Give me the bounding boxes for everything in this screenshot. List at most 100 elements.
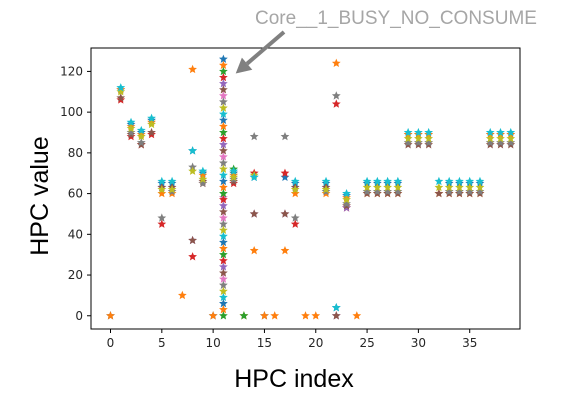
x-tick-label: 5 — [158, 336, 166, 350]
x-tick-label: 20 — [308, 336, 323, 350]
data-point — [219, 219, 228, 228]
data-point — [280, 209, 290, 218]
data-point — [506, 134, 516, 143]
data-point — [188, 146, 197, 155]
data-point — [219, 146, 228, 155]
x-tick-label: 25 — [359, 336, 374, 350]
data-point — [280, 168, 290, 177]
data-point — [219, 121, 228, 131]
data-point — [219, 274, 228, 283]
data-point — [219, 91, 228, 100]
data-point — [403, 127, 413, 137]
data-point — [219, 72, 228, 82]
x-axis-title: HPC index — [234, 365, 354, 393]
data-point — [219, 195, 228, 204]
data-point — [424, 138, 434, 147]
data-point — [393, 186, 403, 196]
data-point — [403, 138, 413, 147]
data-point — [506, 127, 516, 137]
data-point — [342, 188, 351, 198]
y-tick-label: 120 — [60, 64, 83, 78]
data-point — [260, 311, 269, 320]
data-point — [188, 235, 197, 245]
data-point — [496, 134, 505, 143]
data-point — [290, 219, 300, 228]
data-point — [157, 188, 167, 198]
y-tick-label: 80 — [68, 146, 83, 160]
data-point — [167, 176, 177, 186]
data-point — [342, 199, 351, 208]
data-point — [506, 138, 516, 147]
data-point — [301, 311, 310, 320]
data-point — [229, 172, 239, 182]
data-point — [280, 172, 290, 182]
data-point — [198, 178, 208, 188]
data-points — [106, 54, 516, 320]
data-point — [465, 182, 475, 192]
data-point — [219, 286, 228, 296]
data-point — [372, 186, 382, 196]
data-point — [157, 213, 167, 222]
data-point — [496, 127, 505, 137]
data-point — [290, 213, 300, 222]
data-point — [362, 186, 372, 196]
data-point — [219, 237, 228, 247]
data-point — [444, 176, 454, 186]
data-point — [403, 134, 413, 143]
data-point — [434, 182, 444, 192]
data-point — [219, 158, 228, 167]
y-tick-label: 40 — [68, 227, 83, 241]
data-point — [188, 166, 197, 175]
data-point — [290, 176, 300, 186]
data-point — [229, 166, 239, 175]
annotation-arrow-head — [235, 57, 253, 74]
data-point — [249, 246, 259, 255]
data-point — [126, 123, 136, 133]
data-point — [249, 209, 259, 218]
data-point — [208, 311, 218, 320]
data-point — [475, 176, 485, 186]
plot-frame — [90, 47, 521, 330]
data-point — [219, 225, 228, 234]
data-point — [106, 311, 115, 320]
data-point — [126, 127, 136, 137]
data-point — [219, 60, 228, 70]
y-tick-label: 20 — [68, 268, 83, 282]
data-point — [219, 140, 228, 149]
data-point — [219, 262, 228, 271]
data-point — [147, 113, 156, 122]
y-axis-title: HPC value — [26, 136, 54, 256]
data-point — [157, 184, 167, 194]
data-point — [147, 127, 156, 137]
data-point — [219, 305, 228, 314]
data-point — [219, 201, 228, 210]
data-point — [444, 186, 454, 196]
data-point — [383, 182, 392, 192]
data-point — [219, 268, 228, 277]
data-point — [280, 246, 290, 255]
data-point — [219, 213, 228, 222]
x-tick-label: 15 — [257, 336, 272, 350]
data-point — [177, 290, 187, 300]
data-point — [485, 138, 495, 147]
data-point — [219, 127, 228, 137]
data-point — [219, 79, 228, 88]
data-point — [414, 138, 423, 147]
data-point — [219, 207, 228, 216]
data-point — [188, 64, 197, 74]
data-point — [485, 127, 495, 137]
data-point — [116, 87, 126, 96]
data-point — [414, 134, 423, 143]
data-point — [270, 311, 280, 320]
data-point — [219, 250, 228, 259]
data-point — [383, 176, 392, 186]
data-point — [219, 311, 228, 320]
data-point — [167, 184, 177, 194]
data-point — [219, 103, 228, 112]
data-point — [496, 138, 505, 147]
x-tick-label: 35 — [462, 336, 477, 350]
y-axis-ticks: 0 20 40 60 80 100 120 — [60, 64, 91, 323]
data-point — [280, 131, 290, 141]
data-point — [475, 186, 485, 196]
